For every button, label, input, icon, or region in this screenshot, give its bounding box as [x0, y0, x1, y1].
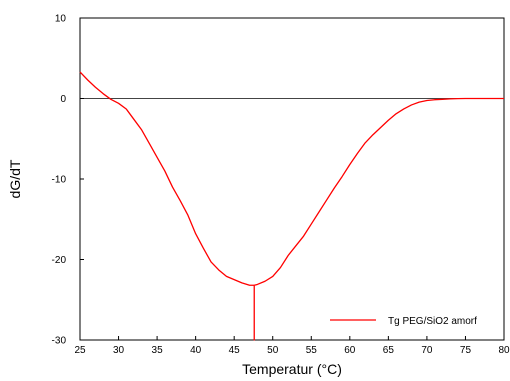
y-tick-label: -20 — [52, 255, 67, 266]
y-tick-label: -30 — [52, 336, 67, 347]
x-tick-label: 25 — [74, 345, 86, 356]
x-tick-label: 30 — [113, 345, 125, 356]
x-tick-label: 35 — [152, 345, 164, 356]
series-line — [79, 71, 504, 341]
x-tick-label: 65 — [383, 345, 395, 356]
plot-area-frame — [79, 17, 505, 341]
x-tick-label: 55 — [306, 345, 318, 356]
x-tick-label: 45 — [229, 345, 241, 356]
x-tick-label: 40 — [190, 345, 202, 356]
x-tick-label: 80 — [498, 345, 510, 356]
y-axis-title: dG/dT — [7, 159, 23, 198]
x-tick-label: 70 — [421, 345, 433, 356]
y-axis-ticks: 10 0 -10 -20 -30 — [52, 14, 84, 347]
y-tick-label: -10 — [52, 175, 67, 186]
legend-label: Tg PEG/SiO2 amorf — [388, 316, 477, 327]
x-tick-label: 75 — [460, 345, 472, 356]
y-tick-label: 10 — [55, 14, 67, 25]
y-tick-label: 0 — [60, 94, 66, 105]
x-axis-ticks: 25 30 35 40 45 50 55 60 65 70 75 80 — [74, 336, 510, 356]
x-tick-label: 60 — [344, 345, 356, 356]
x-tick-label: 50 — [267, 345, 279, 356]
x-axis-title: Temperatur (°C) — [242, 361, 342, 377]
series-group — [79, 71, 504, 341]
legend: Tg PEG/SiO2 amorf — [330, 316, 477, 327]
